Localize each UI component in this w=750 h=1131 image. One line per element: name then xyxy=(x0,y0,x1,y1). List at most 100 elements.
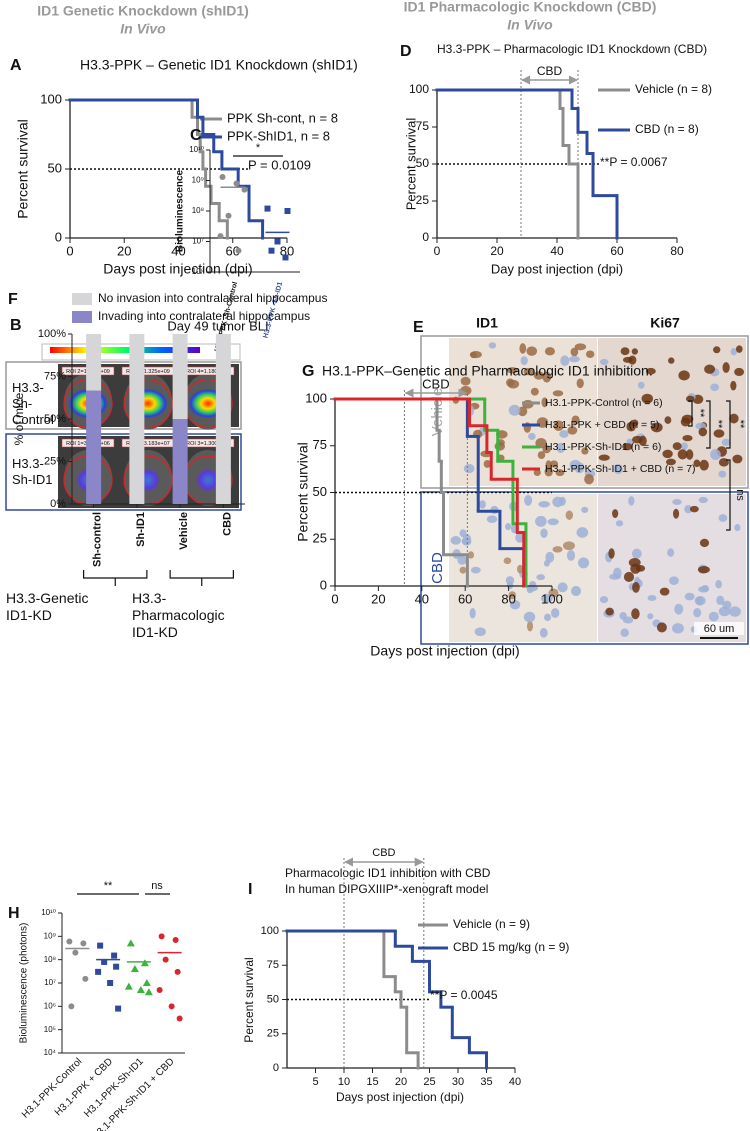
nucleus xyxy=(722,600,732,610)
nucleus xyxy=(718,458,729,467)
nucleus xyxy=(505,576,515,585)
y-tick-label: 10⁶ xyxy=(192,267,204,276)
column-label: ID1 xyxy=(476,315,498,331)
y-tick-label: 50% xyxy=(44,413,66,425)
header-title: ID1 Pharmacologic Knockdown (CBD) xyxy=(404,0,657,15)
legend-swatch xyxy=(72,311,92,323)
y-tick-label: 100% xyxy=(38,328,66,340)
y-axis-label: Percent survival xyxy=(403,118,418,211)
nucleus xyxy=(628,355,637,365)
data-point xyxy=(156,987,163,994)
significance-bracket xyxy=(726,400,731,449)
x-tick-label: 20 xyxy=(117,243,131,258)
y-tick-label: 25% xyxy=(44,455,66,467)
data-point xyxy=(264,205,271,212)
nucleus xyxy=(699,459,709,471)
nucleus xyxy=(672,498,682,505)
nucleus xyxy=(556,442,566,454)
x-tick-label: 80 xyxy=(501,591,515,606)
legend-label: H3.1-PPK-Sh-ID1 + CBD (n = 7) xyxy=(545,463,696,475)
chart-title: Pharmacologic ID1 inhibition with CBD xyxy=(285,866,491,880)
y-tick-label: 10⁷ xyxy=(192,237,204,246)
data-point xyxy=(168,1003,175,1010)
significance-bracket xyxy=(706,400,711,449)
panel-letter: E xyxy=(413,319,424,336)
nucleus xyxy=(474,627,486,637)
nucleus xyxy=(533,371,545,380)
nucleus xyxy=(715,579,722,589)
y-tick-label: 10⁹ xyxy=(192,176,204,185)
nucleus xyxy=(467,551,475,559)
y-tick-label: 100 xyxy=(409,82,429,96)
scale-bg xyxy=(694,622,744,635)
nucleus xyxy=(628,496,635,506)
x-tick-label: 40 xyxy=(171,243,185,258)
nucleus xyxy=(662,449,673,459)
nucleus xyxy=(523,611,536,623)
nucleus xyxy=(632,582,640,593)
nucleus xyxy=(503,557,512,565)
nucleus xyxy=(542,371,552,383)
row-label: H3.3-Sh-Control xyxy=(12,379,54,427)
nucleus xyxy=(509,600,521,610)
nucleus xyxy=(613,567,622,579)
data-point xyxy=(107,980,114,986)
nucleus xyxy=(599,358,609,365)
y-tick-label: 100 xyxy=(40,91,62,106)
bar-segment xyxy=(86,334,102,391)
y-axis-label: % of mice xyxy=(12,392,26,445)
y-tick-label: 10⁴ xyxy=(44,1048,57,1057)
x-tick-label: 40 xyxy=(415,591,429,606)
bar-segment xyxy=(215,334,231,504)
row-label: H3.3-Sh-ID1 xyxy=(12,456,53,487)
nucleus xyxy=(543,560,550,567)
roi-label: ROI 4=1.180e+09 xyxy=(186,369,230,375)
nucleus xyxy=(645,367,656,375)
x-tick-label: 0 xyxy=(66,243,73,258)
nucleus xyxy=(729,606,741,617)
nucleus xyxy=(730,348,738,356)
nucleus xyxy=(524,495,533,506)
y-tick-label: 10¹⁰ xyxy=(189,145,204,154)
nucleus xyxy=(549,460,559,468)
data-point xyxy=(115,1005,122,1012)
y-tick-label: 50 xyxy=(313,484,327,499)
data-point xyxy=(140,959,149,967)
annotation: **P = 0.0045 xyxy=(430,988,498,1002)
nucleus xyxy=(672,442,682,451)
annotation: P = 0.0109 xyxy=(248,157,311,172)
colorbar xyxy=(50,347,200,353)
significance-bracket xyxy=(688,400,693,427)
legend-swatch xyxy=(72,293,92,305)
x-tick-label: 15 xyxy=(366,1076,378,1088)
nucleus xyxy=(478,500,486,509)
nucleus xyxy=(647,613,654,620)
bar-segment xyxy=(129,334,145,504)
panel-letter: D xyxy=(400,43,412,60)
group-bracket xyxy=(169,570,234,586)
data-point xyxy=(172,936,179,943)
nucleus xyxy=(526,620,534,632)
legend-label: Vehicle (n = 9) xyxy=(453,917,530,931)
nucleus xyxy=(584,474,594,485)
nucleus xyxy=(599,596,609,604)
x-tick-label: 5 xyxy=(312,1076,318,1088)
nucleus xyxy=(672,508,680,519)
nucleus xyxy=(721,438,731,446)
nucleus xyxy=(668,357,675,364)
nucleus xyxy=(540,593,553,604)
panel-letter: G xyxy=(302,363,314,380)
data-point xyxy=(126,939,135,947)
x-tick-label: Sh-control xyxy=(92,512,104,567)
nucleus xyxy=(729,413,739,424)
nucleus xyxy=(699,538,710,548)
y-tick-label: 0 xyxy=(273,1062,279,1074)
nucleus xyxy=(519,343,527,354)
nucleus xyxy=(710,449,721,461)
nucleus xyxy=(506,367,519,374)
data-point xyxy=(72,949,79,956)
nucleus xyxy=(520,356,528,366)
nucleus xyxy=(704,364,716,374)
x-axis-label: Days post injection (dpi) xyxy=(370,643,519,659)
nucleus xyxy=(637,381,645,389)
